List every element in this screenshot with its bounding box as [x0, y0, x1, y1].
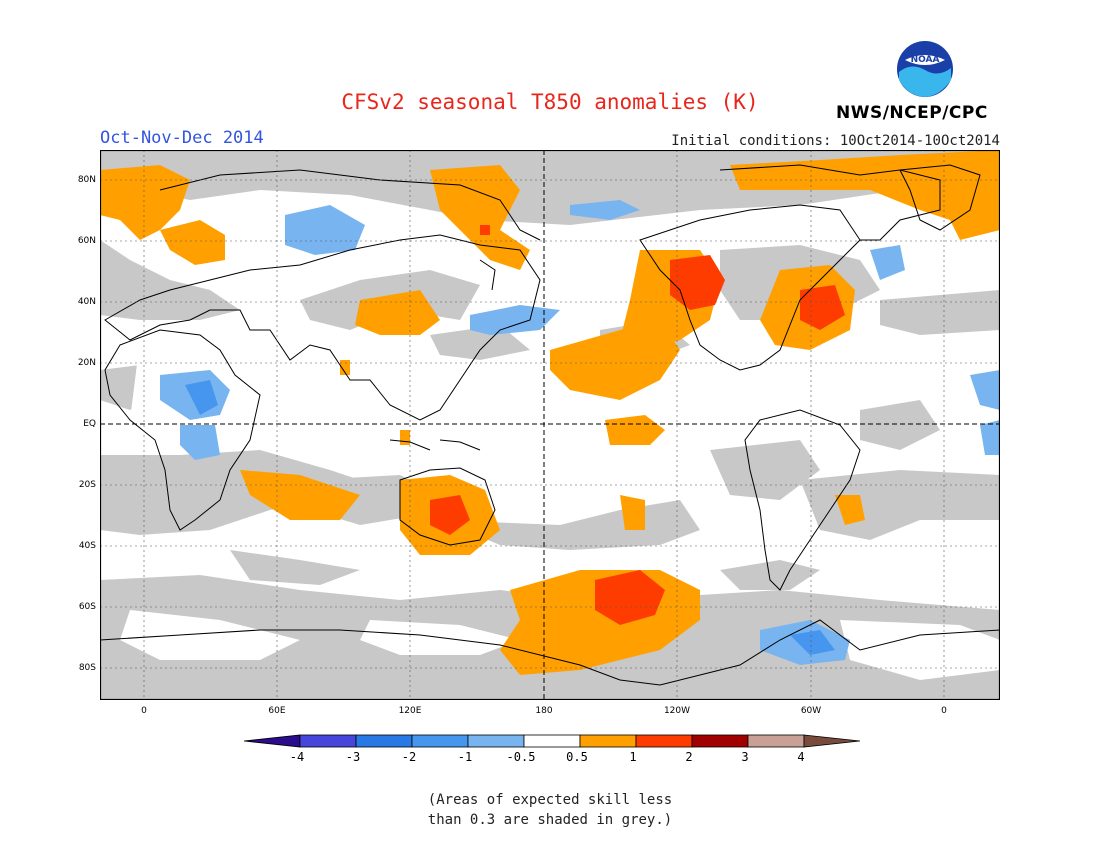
lon-label-60e: 60E	[268, 706, 286, 716]
lon-label-60w: 60W	[800, 706, 822, 716]
colorbar-label: 2	[685, 750, 693, 764]
colorbar-swatch	[579, 734, 637, 748]
lon-label-0-right: 0	[941, 706, 947, 716]
agency-label: NWS/NCEP/CPC	[836, 103, 988, 123]
colorbar-label: 1	[629, 750, 637, 764]
colorbar-swatch	[299, 734, 357, 748]
map-border	[100, 150, 1000, 700]
lat-label-eq: EQ	[83, 419, 96, 429]
equator-dateline	[100, 150, 1000, 700]
lon-label-180: 180	[535, 706, 553, 716]
colorbar-swatch	[691, 734, 749, 748]
lat-label-20s: 20S	[78, 480, 96, 490]
colorbar	[243, 734, 860, 748]
lat-label-40n: 40N	[77, 297, 96, 307]
footnote-line-2: than 0.3 are shaded in grey.)	[427, 812, 673, 828]
colorbar-label: -0.5	[506, 750, 536, 764]
lat-label-60n: 60N	[77, 236, 96, 246]
strong-warm-anomaly-regions	[430, 225, 845, 625]
warm-anomaly-regions	[100, 150, 1000, 675]
noaa-logo-icon: NOAA	[897, 41, 953, 97]
lat-label-40s: 40S	[78, 541, 96, 551]
lat-label-60s: 60S	[78, 602, 96, 612]
footnote: (Areas of expected skill less than 0.3 a…	[0, 790, 1100, 830]
colorbar-label: 4	[797, 750, 805, 764]
lat-label-20n: 20N	[77, 358, 96, 368]
grid-lines	[100, 150, 1000, 700]
coastlines	[100, 164, 1000, 686]
season-label: Oct-Nov-Dec 2014	[100, 128, 264, 148]
colorbar-label: -3	[345, 750, 361, 764]
noaa-logo-text: NOAA	[911, 55, 940, 65]
colorbar-swatch	[411, 734, 469, 748]
colorbar-label: -2	[401, 750, 417, 764]
colorbar-label: -4	[289, 750, 305, 764]
initial-conditions-label: Initial conditions: 10Oct2014-10Oct2014	[671, 133, 1000, 149]
anomaly-map	[100, 150, 1000, 700]
colorbar-swatch	[635, 734, 693, 748]
colorbar-swatch	[523, 734, 581, 748]
lon-label-120e: 120E	[398, 706, 422, 716]
colorbar-swatch	[243, 734, 301, 748]
map-title: CFSv2 seasonal T850 anomalies (K)	[341, 90, 759, 114]
lat-label-80s: 80S	[78, 663, 96, 673]
lat-label-80n: 80N	[77, 175, 96, 185]
footnote-line-1: (Areas of expected skill less	[427, 792, 673, 808]
neutral-regions	[120, 330, 1000, 680]
colorbar-swatch	[747, 734, 805, 748]
colorbar-swatch	[467, 734, 525, 748]
colorbar-swatch	[355, 734, 413, 748]
colorbar-swatch	[803, 734, 860, 748]
colorbar-label: -1	[457, 750, 473, 764]
colorbar-label: 0.5	[566, 750, 588, 764]
lon-label-0-left: 0	[141, 706, 147, 716]
stronger-cool-anomaly-regions	[185, 380, 835, 655]
colorbar-label: 3	[741, 750, 749, 764]
lon-label-120w: 120W	[663, 706, 691, 716]
